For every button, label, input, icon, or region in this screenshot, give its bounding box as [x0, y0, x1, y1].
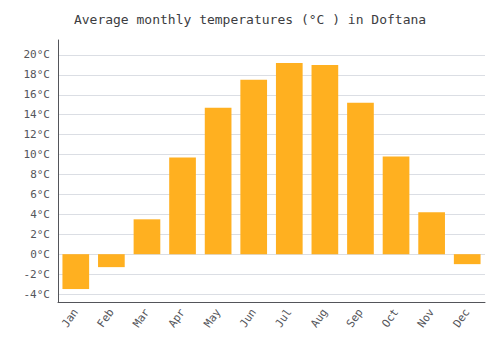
svg-text:Average monthly temperatures (: Average monthly temperatures (°C ) in Do… [74, 12, 426, 27]
svg-text:Apr: Apr [166, 306, 188, 330]
svg-text:Aug: Aug [308, 306, 330, 330]
svg-text:Jul: Jul [273, 306, 295, 330]
svg-text:Jan: Jan [59, 306, 81, 330]
svg-text:Mar: Mar [130, 306, 152, 330]
svg-text:12°C: 12°C [24, 128, 51, 141]
svg-text:May: May [201, 306, 223, 330]
svg-text:4°C: 4°C [30, 208, 50, 221]
svg-text:18°C: 18°C [24, 68, 51, 81]
svg-text:14°C: 14°C [24, 108, 51, 121]
svg-text:16°C: 16°C [24, 88, 51, 101]
svg-text:Oct: Oct [379, 306, 401, 330]
svg-text:Sep: Sep [344, 306, 366, 330]
svg-text:10°C: 10°C [24, 148, 51, 161]
svg-text:Nov: Nov [415, 306, 437, 330]
svg-text:2°C: 2°C [30, 228, 50, 241]
svg-text:-4°C: -4°C [24, 288, 51, 301]
svg-text:8°C: 8°C [30, 168, 50, 181]
svg-text:Dec: Dec [450, 306, 472, 330]
svg-text:-2°C: -2°C [24, 268, 51, 281]
svg-text:Jun: Jun [237, 306, 259, 330]
svg-text:0°C: 0°C [30, 248, 50, 261]
svg-text:Feb: Feb [95, 306, 117, 330]
svg-text:20°C: 20°C [24, 48, 51, 61]
svg-text:6°C: 6°C [30, 188, 50, 201]
